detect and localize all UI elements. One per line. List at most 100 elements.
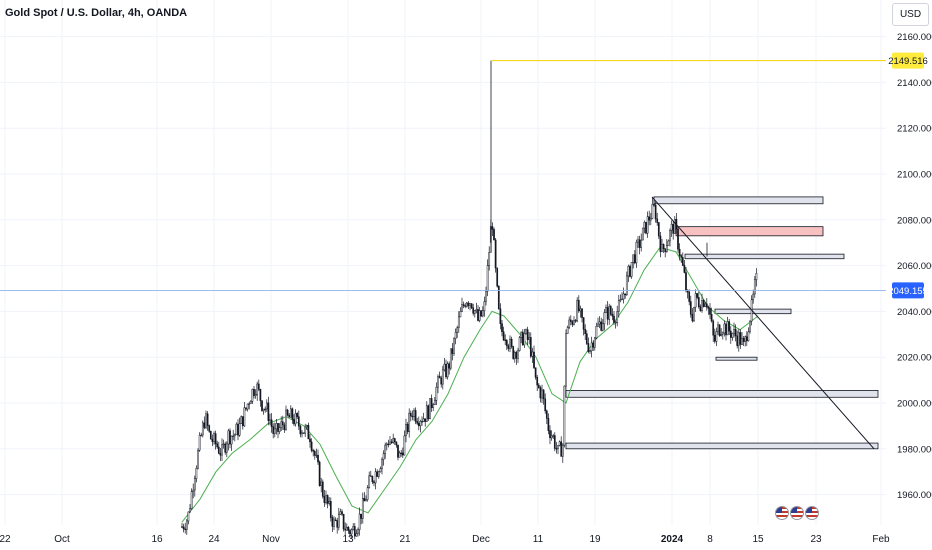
candle-body (656, 218, 659, 223)
candle-body (541, 389, 543, 399)
candle-body (270, 419, 273, 427)
candle-body (269, 419, 271, 421)
candle-body (341, 511, 343, 515)
candle-body (395, 441, 398, 446)
candle-body (342, 513, 345, 530)
candle-body (243, 407, 246, 427)
candle-body (624, 293, 627, 296)
candle-body (317, 454, 319, 463)
us-flag-icon[interactable] (790, 506, 804, 520)
candle-body (294, 413, 297, 425)
candle-body (593, 337, 596, 348)
time-tick-label: 13 (342, 534, 354, 545)
candle-body (749, 320, 751, 333)
candle-body (237, 423, 239, 436)
candle-body (680, 255, 683, 258)
candle-body (734, 329, 737, 337)
candle-body (416, 421, 419, 424)
candle-body (558, 441, 561, 446)
candle-body (648, 216, 651, 221)
candle-body (398, 452, 401, 458)
price-tick-label: 2100.000 (897, 170, 932, 181)
price-tick-label: 1960.000 (897, 490, 932, 501)
candle-body (515, 352, 518, 359)
candle-body (581, 308, 583, 318)
candle-body (494, 239, 497, 269)
candle-body (661, 244, 663, 252)
candle-body (465, 302, 468, 307)
candle-body (353, 526, 356, 537)
candle-body (390, 441, 393, 443)
candle-body (313, 451, 316, 456)
candle-body (472, 307, 475, 314)
candle-body (480, 310, 483, 317)
candle-body (595, 325, 598, 339)
candle-body (221, 444, 223, 456)
candle-body (245, 407, 247, 410)
candlesticks (181, 60, 758, 540)
candle-body (424, 418, 427, 422)
candle-body (192, 489, 195, 492)
price-tick-label: 2080.000 (897, 215, 932, 226)
candle-body (622, 293, 625, 300)
candle-body (366, 487, 369, 500)
candle-body (400, 452, 403, 454)
candle-body (449, 348, 452, 369)
candle-body (728, 321, 731, 332)
candle-body (289, 408, 292, 418)
candle-body (440, 377, 443, 385)
currency-button[interactable]: USD (892, 3, 929, 26)
candle-body (456, 327, 459, 333)
trendline (651, 196, 875, 450)
economic-events[interactable] (775, 506, 819, 520)
candle-body (262, 408, 265, 411)
candle-body (264, 408, 267, 411)
candle-body (496, 267, 499, 287)
candle-body (533, 351, 535, 368)
candle-body (206, 413, 209, 426)
candle-body (651, 203, 654, 219)
candle-body (534, 367, 537, 378)
candle-body (478, 310, 481, 321)
candle-body (574, 320, 577, 322)
candle-body (627, 266, 630, 277)
candle-body (697, 297, 700, 307)
time-tick-label: 21 (399, 534, 411, 545)
candle-body (309, 438, 311, 443)
candle-body (257, 383, 260, 390)
candle-body (457, 316, 460, 328)
candle-body (241, 416, 244, 427)
candle-body (307, 425, 310, 440)
candle-body (448, 363, 451, 369)
us-flag-icon[interactable] (805, 506, 819, 520)
candle-body (517, 350, 519, 359)
candle-body (197, 449, 199, 469)
candle-body (281, 421, 284, 426)
price-axis[interactable]: 1960.000 1980.000 2000.000 2020.000 2040.000… (897, 32, 932, 501)
candle-body (717, 324, 719, 332)
candle-body (387, 443, 390, 445)
candle-body (686, 290, 689, 293)
price-zones (565, 196, 879, 450)
candle-body (753, 279, 756, 295)
candle-body (691, 314, 694, 322)
candle-body (693, 306, 695, 322)
candle-body (277, 423, 279, 432)
candle-body (208, 425, 211, 432)
candle-body (669, 230, 671, 242)
candle-body (509, 338, 511, 349)
time-axis[interactable]: 22 Oct 16 24 Nov 13 21 Dec 11 19 2024 8 15 23 Feb (0, 534, 890, 545)
candle-body (417, 423, 420, 427)
candle-body (405, 423, 407, 437)
candle-body (672, 223, 675, 234)
us-flag-icon[interactable] (775, 506, 789, 520)
current-price-label: 2049.155 (888, 286, 928, 297)
candle-body (645, 221, 647, 234)
candle-body (297, 416, 300, 427)
candle-body (744, 336, 747, 342)
candle-body (606, 307, 609, 320)
candle-body (718, 324, 721, 336)
candle-body (565, 333, 567, 387)
candle-body (331, 517, 334, 527)
